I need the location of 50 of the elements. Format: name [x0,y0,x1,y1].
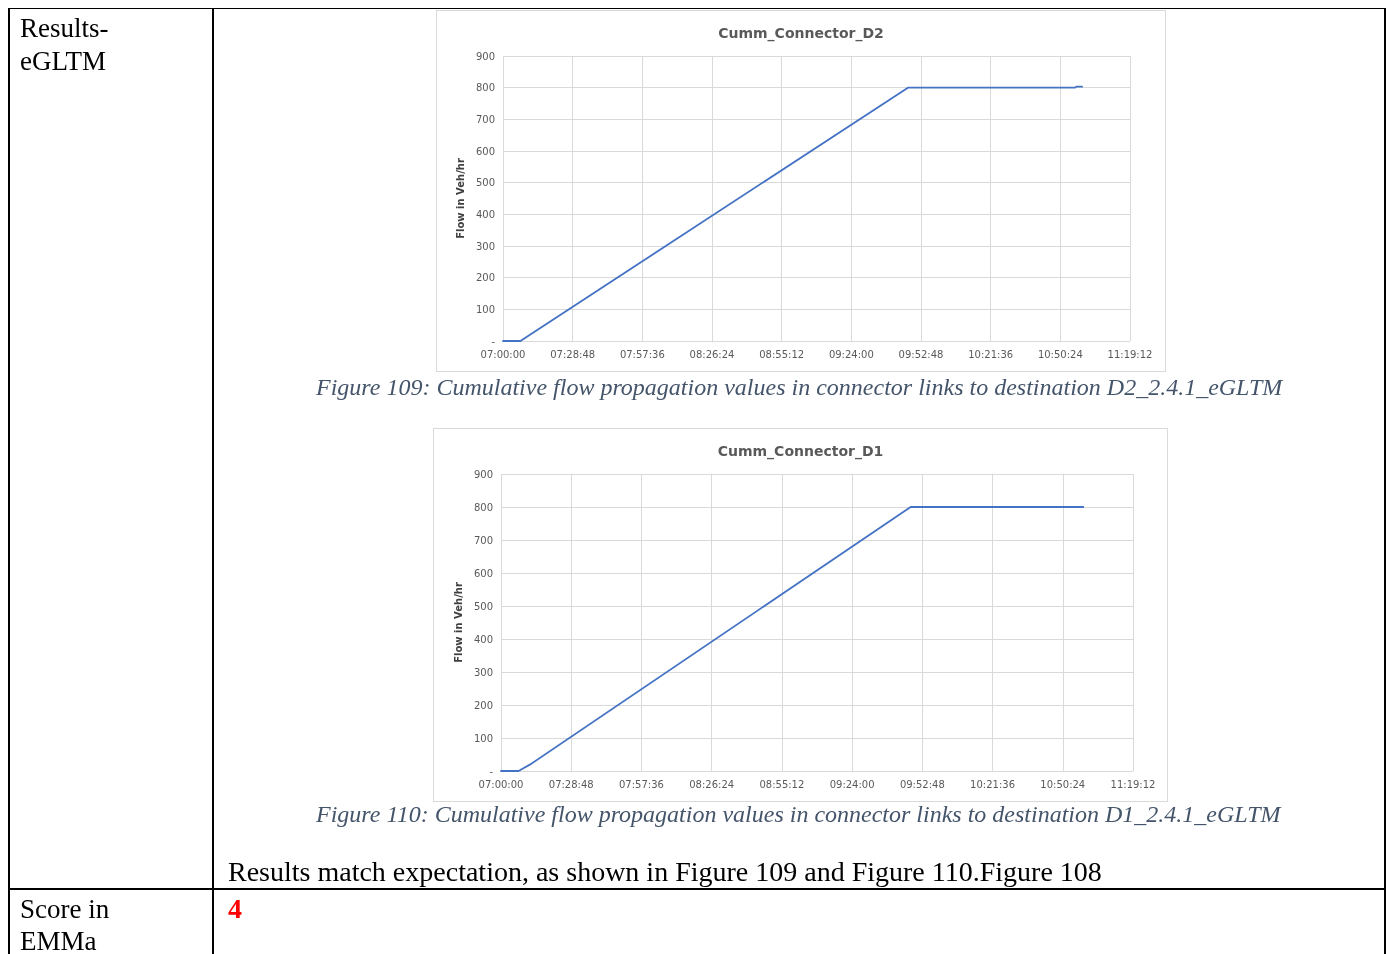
x-tick-label: 09:24:00 [828,348,874,360]
x-tick-label: 08:55:12 [759,348,805,360]
y-tick-label: 200 [473,699,493,711]
x-tick-label: 11:19:12 [1107,348,1153,360]
y-tick-label: 800 [475,82,495,94]
x-tick-label: 08:55:12 [759,778,805,790]
text: Results- eGLTM [20,12,109,78]
y-tick-label: 900 [475,50,495,62]
x-tick-label: 10:50:24 [1040,778,1086,790]
x-tick-label: 07:57:36 [619,348,665,360]
y-tick-label: 700 [475,113,495,125]
y-tick-label: - [489,765,494,777]
y-tick-label: 400 [475,208,495,220]
y-tick-label: 600 [473,567,493,579]
y-tick-label: 500 [475,177,495,189]
y-tick-label: 800 [473,501,493,513]
y-tick-label: 900 [473,468,493,480]
x-tick-label: 08:26:24 [689,778,735,790]
y-tick-label: 700 [473,534,493,546]
x-tick-label: 10:50:24 [1037,348,1083,360]
y-tick-label: 200 [475,272,495,284]
x-tick-label: 07:28:48 [550,348,596,360]
x-tick-label: 11:19:12 [1110,778,1156,790]
text: Results match expectation, as shown in Figure 109 and Figure 110.Figure 108 [228,856,1102,888]
x-tick-label: 08:26:24 [689,348,735,360]
y-tick-label: 300 [475,240,495,252]
x-tick-label: 09:52:48 [898,348,944,360]
x-tick-label: 07:00:00 [478,778,524,790]
x-tick-label: 09:24:00 [829,778,875,790]
chart-title: Cumm_Connector_D1 [717,443,884,460]
y-tick-label: - [491,335,496,347]
text: Score in EMMa [20,893,110,954]
y-tick-label: 400 [473,633,493,645]
text: 4 [228,893,242,925]
x-tick-label: 07:57:36 [618,778,664,790]
y-tick-label: 100 [475,303,495,315]
y-axis-title: Flow in Veh/hr [454,158,466,239]
y-tick-label: 300 [473,666,493,678]
caption: Figure 110: Cumulative flow propagation values in connector links to destination D1_2.4.1_eGLTM [316,801,1281,828]
x-tick-label: 10:21:36 [968,348,1014,360]
chart-title: Cumm_Connector_D2 [718,25,884,42]
y-axis-title: Flow in Veh/hr [452,582,464,663]
y-tick-label: 500 [473,600,493,612]
x-tick-label: 07:00:00 [480,348,526,360]
caption: Figure 109: Cumulative flow propagation values in connector links to destination D2_2.4.1_eGLTM [316,374,1283,401]
x-tick-label: 09:52:48 [899,778,945,790]
x-tick-label: 10:21:36 [970,778,1016,790]
y-tick-label: 100 [473,732,493,744]
y-tick-label: 600 [475,145,495,157]
x-tick-label: 07:28:48 [548,778,594,790]
